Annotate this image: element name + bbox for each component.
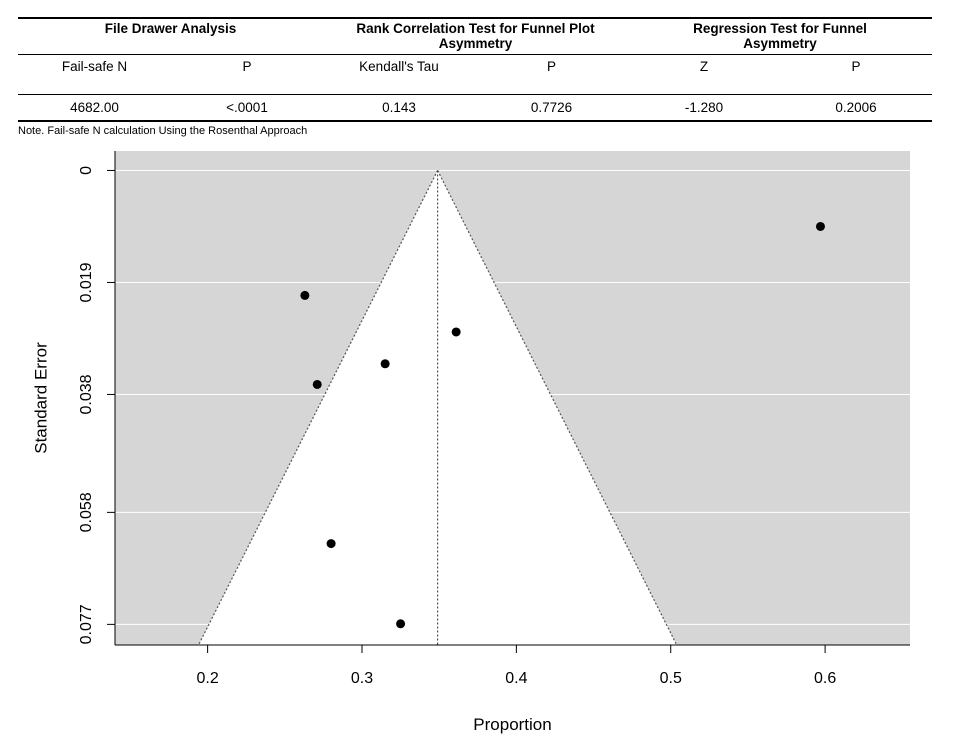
value-p-rank: 0.7726 <box>530 100 573 115</box>
column-header-p-rank: P <box>546 59 556 74</box>
table-group-header-row: File Drawer Analysis Rank Correlation Te… <box>18 21 932 51</box>
value-p-file-drawer: <.0001 <box>226 100 268 115</box>
table-header-rule <box>18 54 932 55</box>
data-point <box>326 539 336 549</box>
table-top-rule <box>18 17 932 19</box>
value-fail-safe-n: 4682.00 <box>70 100 119 115</box>
y-axis-ticks: 0 0.019 0.038 0.058 0.077 <box>78 166 115 644</box>
funnel-left-boundary <box>197 170 439 646</box>
value-p-regression: 0.2006 <box>835 100 877 115</box>
data-point <box>451 327 461 337</box>
table-row: 4682.00 <.0001 0.143 0.7726 -1.280 0.200… <box>18 100 932 115</box>
table-column-rule <box>18 94 932 95</box>
data-points <box>300 221 825 629</box>
column-header-fail-safe-n: Fail-safe N <box>61 59 128 74</box>
x-tick-label: 0.4 <box>505 670 527 687</box>
data-point <box>380 359 390 369</box>
group-header-regression: Regression Test for Funnel Asymmetry <box>693 21 867 51</box>
y-axis-label: Standard Error <box>31 342 50 454</box>
data-point <box>312 379 322 389</box>
funnel-right-boundary <box>437 170 678 646</box>
column-header-z: Z <box>699 59 709 74</box>
y-tick-label: 0.019 <box>78 262 95 302</box>
x-tick-label: 0.3 <box>351 670 373 687</box>
group-header-file-drawer: File Drawer Analysis <box>104 21 237 36</box>
data-point <box>300 290 310 300</box>
y-tick-label: 0.038 <box>78 374 95 414</box>
value-kendalls-tau: 0.143 <box>382 100 416 115</box>
y-tick-label: 0 <box>78 166 95 175</box>
table-note: Note. Fail-safe N calculation Using the … <box>18 125 308 137</box>
x-tick-label: 0.2 <box>196 670 218 687</box>
x-tick-label: 0.5 <box>660 670 682 687</box>
x-tick-label: 0.6 <box>814 670 836 687</box>
x-axis-ticks: 0.2 0.3 0.4 0.5 0.6 <box>196 645 836 687</box>
group-header-rank-correlation: Rank Correlation Test for Funnel Plot As… <box>356 21 595 51</box>
table-bottom-rule <box>18 120 932 122</box>
table-column-header-row: Fail-safe N P Kendall's Tau P Z P <box>18 59 932 74</box>
y-tick-label: 0.077 <box>78 604 95 644</box>
data-point <box>815 221 825 231</box>
column-header-p-regression: P <box>851 59 861 74</box>
x-axis-label: Proportion <box>473 715 551 734</box>
y-tick-label: 0.058 <box>78 492 95 532</box>
value-z: -1.280 <box>684 100 724 115</box>
column-header-p-file-drawer: P <box>242 59 252 74</box>
column-header-kendalls-tau: Kendall's Tau <box>359 59 439 74</box>
data-point <box>396 619 406 629</box>
